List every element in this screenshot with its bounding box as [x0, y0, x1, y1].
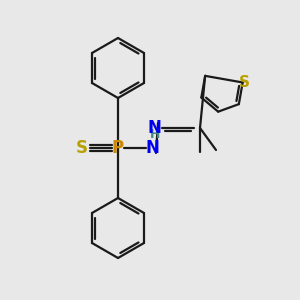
Text: H: H: [150, 128, 160, 142]
Text: N: N: [145, 139, 159, 157]
Text: P: P: [112, 139, 124, 157]
Text: S: S: [239, 75, 250, 90]
Text: N: N: [147, 119, 161, 137]
Text: S: S: [76, 139, 88, 157]
